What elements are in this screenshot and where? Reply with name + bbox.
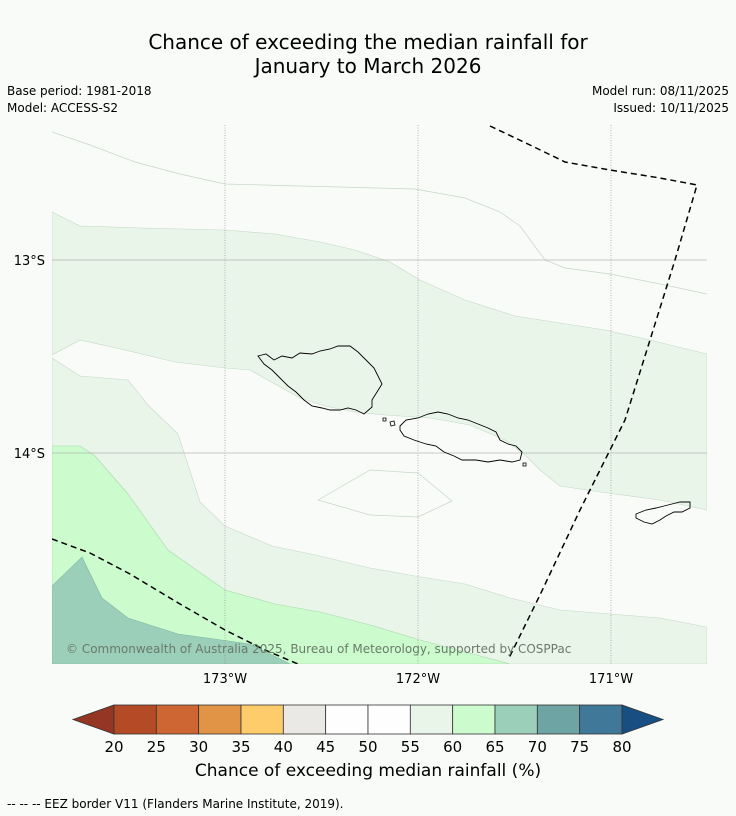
model-run-text: Model run: 08/11/2025 (591, 84, 729, 98)
lon-label-173w: 173°W (203, 672, 247, 687)
map-title-line1: Chance of exceeding the median rainfall … (148, 30, 588, 54)
colorbar-segment (452, 704, 496, 735)
colorbar-tick-label: 25 (147, 738, 166, 756)
colorbar-segment (579, 704, 623, 735)
issued-text: Issued: 10/11/2025 (613, 101, 729, 115)
colorbar-label: Chance of exceeding median rainfall (%) (194, 761, 542, 781)
colorbar-tick-label: 30 (189, 738, 208, 756)
meta-right: Model run: 08/11/2025 Issued: 10/11/2025 (592, 83, 729, 117)
eez-borders (52, 125, 698, 664)
gridlines (52, 125, 707, 664)
colorbar-segment (282, 704, 327, 735)
colorbar-tick-label: 65 (485, 738, 504, 756)
colorbar-segment (240, 704, 284, 735)
colorbar-tick-label: 20 (104, 738, 123, 756)
tutuila-island (635, 501, 691, 525)
map-title-line2: January to March 2026 (254, 54, 482, 78)
colorbar-segment (494, 704, 538, 735)
colorbar-segment (409, 704, 454, 735)
colorbar-segment (155, 704, 200, 735)
map-area: © Commonwealth of Australia 2025, Bureau… (52, 125, 707, 664)
colorbar-segment (113, 704, 157, 735)
colorbar-segment (325, 704, 369, 735)
colorbar-segment (367, 704, 411, 735)
contour-line-center (317, 469, 453, 518)
colorbar-under-arrow (71, 704, 115, 735)
contour-55-60-region (52, 211, 707, 511)
colorbar-tick-label: 50 (358, 738, 377, 756)
colorbar-tick-label: 75 (570, 738, 589, 756)
eez-border-southwest (52, 538, 299, 664)
model-text: Model: ACCESS-S2 (7, 101, 119, 115)
colorbar-segment (198, 704, 242, 735)
contour-60-65-region (52, 445, 511, 664)
apolima-islet (382, 417, 387, 422)
lon-label-171w: 171°W (589, 672, 633, 687)
savaii-island (257, 345, 383, 415)
lon-label-172w: 172°W (396, 672, 440, 687)
map-title: Chance of exceeding the median rainfall … (0, 30, 736, 78)
contour-line-north (52, 131, 707, 295)
colorbar-tick-label: 45 (316, 738, 335, 756)
upolu-island (399, 411, 523, 463)
lat-label-13s: 13°S (14, 254, 45, 269)
colorbar-tick-label: 60 (443, 738, 462, 756)
colorbar-tick-label: 80 (612, 738, 631, 756)
colorbar-tick-label: 40 (274, 738, 293, 756)
colorbar-tick-label: 35 (231, 738, 250, 756)
colorbar-tick-label: 55 (401, 738, 420, 756)
colorbar-over-arrow (621, 704, 665, 735)
islands (257, 345, 691, 525)
colorbar: 20 25 30 35 40 45 50 55 60 65 70 75 80 (71, 704, 665, 756)
manono-islet (389, 420, 396, 427)
contour-65-70-region (52, 556, 291, 664)
copyright-text: © Commonwealth of Australia 2025, Bureau… (66, 642, 571, 656)
base-period-text: Base period: 1981-2018 (7, 84, 152, 98)
eez-footnote: -- -- -- EEZ border V11 (Flanders Marine… (7, 797, 344, 811)
colorbar-tick-label: 70 (528, 738, 547, 756)
meta-left: Base period: 1981-2018 Model: ACCESS-S2 (7, 83, 152, 117)
lat-label-14s: 14°S (14, 447, 45, 462)
east-islet (522, 462, 527, 467)
colorbar-segment (536, 704, 581, 735)
